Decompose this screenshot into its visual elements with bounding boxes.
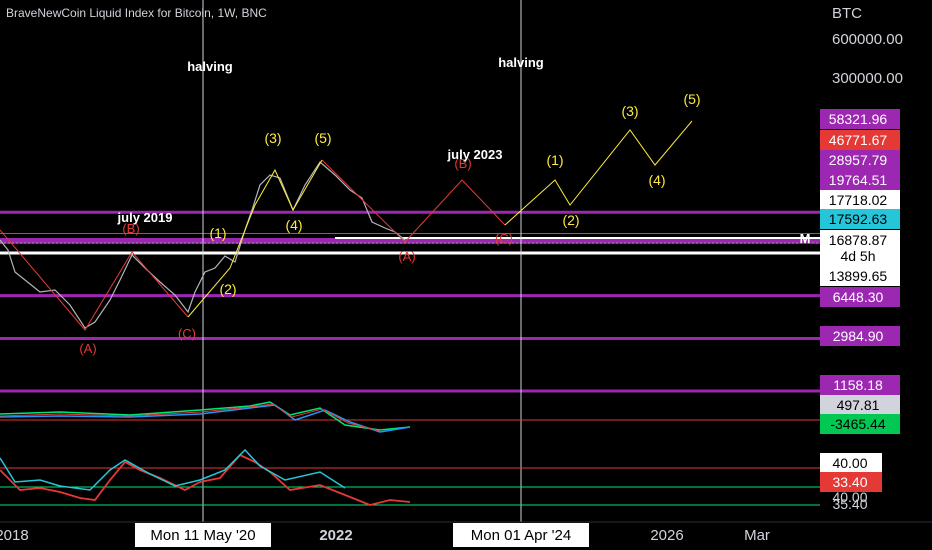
- time-axis-cursor-label: Mon 01 Apr '24: [471, 527, 571, 544]
- macd-label: -3465.44: [830, 416, 885, 432]
- rsi-label: 40.00: [832, 489, 867, 505]
- wave-label-yellow: (3): [621, 103, 638, 119]
- time-axis-cursor-box: [453, 523, 589, 547]
- time-axis-cursor-box: [135, 523, 271, 547]
- time-axis-layer: 2018 Mon 11 May '20 2022 Mon 01 Apr '24 2026…: [0, 521, 932, 547]
- time-axis-tick: Mar: [744, 527, 770, 544]
- price-label: 17718.02: [829, 192, 888, 208]
- price-label: 6448.30: [833, 289, 884, 305]
- wave-label-yellow: (4): [648, 172, 665, 188]
- price-label: 2984.90: [833, 328, 884, 344]
- price-label-box: [820, 326, 900, 346]
- price-label: 46771.67: [829, 132, 888, 148]
- price-label-box: [820, 266, 900, 286]
- price-label-box: [820, 287, 900, 307]
- annotation-labels-layer: (A) (B) (C) (A) (B) (C) (1) (2) (3) (4) (5) (1) (2) (…: [79, 55, 810, 356]
- time-axis-tick: 2022: [319, 527, 352, 544]
- price-series-layer: [0, 161, 406, 329]
- halving-label: halving: [187, 59, 233, 74]
- price-label-box: [820, 190, 900, 210]
- wave-label-yellow: (2): [219, 281, 236, 297]
- price-label-box: [820, 170, 900, 190]
- wave-label-red: (A): [398, 249, 415, 264]
- wave-label-red: (A): [79, 341, 96, 356]
- yellow-wave-path-2019: [187, 159, 323, 318]
- indicators-layer: [0, 401, 820, 506]
- price-axis-layer: 600000.00 300000.00 58321.96 46771.67 28957.…: [820, 31, 903, 512]
- price-label: 16878.87: [829, 232, 888, 248]
- macd-label-box: [820, 395, 900, 415]
- currency-label: BTC: [832, 5, 862, 22]
- rsi-label-box: [820, 453, 882, 473]
- time-axis-tick: 2018: [0, 527, 29, 544]
- price-axis-tick: 300000.00: [832, 70, 903, 87]
- wave-paths-layer: [0, 120, 693, 331]
- yellow-wave-path-2023: [504, 120, 693, 226]
- wave-label-yellow: (1): [209, 225, 226, 241]
- wave-label-yellow: (1): [546, 152, 563, 168]
- rsi-label-box: [820, 472, 882, 492]
- wave-label-red: (C): [495, 231, 513, 246]
- rsi-label: 33.40: [832, 474, 867, 490]
- red-wave-path-2023: [321, 159, 506, 243]
- price-label-box: [820, 130, 900, 150]
- wave-label-red: (C): [178, 326, 196, 341]
- price-label: 19764.51: [829, 172, 888, 188]
- price-label: 28957.79: [829, 152, 888, 168]
- rsi-line: [0, 453, 411, 506]
- macd-line: [0, 401, 411, 431]
- rsi-label: 40.00: [832, 455, 867, 471]
- wave-label-yellow: (3): [264, 130, 281, 146]
- macd-label-box: [820, 414, 900, 434]
- price-label: 17592.63: [829, 211, 888, 227]
- levels-layer: [0, 210, 820, 393]
- price-label-box: [820, 109, 900, 129]
- price-label: 58321.96: [829, 111, 888, 127]
- period-label: july 2023: [447, 147, 503, 162]
- chart-title: BraveNewCoin Liquid Index for Bitcoin, 1…: [6, 6, 267, 20]
- wave-label-yellow: (4): [285, 217, 302, 233]
- marker-label: M: [800, 231, 811, 246]
- price-label-box: [820, 246, 900, 266]
- macd-label: 497.81: [837, 397, 880, 413]
- period-label: july 2019: [117, 210, 173, 225]
- time-axis-cursor-label: Mon 11 May '20: [150, 527, 255, 544]
- macd-histogram-line: [0, 403, 381, 432]
- rsi-label: 35.40: [832, 496, 867, 512]
- price-label: 4d 5h: [840, 248, 875, 264]
- price-label-box: [820, 150, 900, 170]
- macd-signal-line: [0, 404, 411, 433]
- red-wave-path-2019: [0, 229, 189, 331]
- wave-label-red: (B): [122, 221, 139, 236]
- time-axis-tick: 2026: [650, 527, 683, 544]
- price-label-box: [820, 209, 900, 229]
- halving-label: halving: [498, 55, 544, 70]
- wave-label-red: (B): [454, 156, 471, 171]
- vertical-lines-layer: [202, 0, 522, 522]
- price-label-box: [820, 375, 900, 395]
- price-label: 1158.18: [833, 377, 883, 393]
- price-label-box: [820, 230, 900, 250]
- wave-label-yellow: (2): [562, 212, 579, 228]
- rsi-smoothed-line: [0, 448, 346, 491]
- wave-label-yellow: (5): [683, 91, 700, 107]
- price-line: [0, 161, 406, 329]
- price-label: 13899.65: [829, 268, 888, 284]
- price-axis-tick: 600000.00: [832, 31, 903, 48]
- wave-label-yellow: (5): [314, 130, 331, 146]
